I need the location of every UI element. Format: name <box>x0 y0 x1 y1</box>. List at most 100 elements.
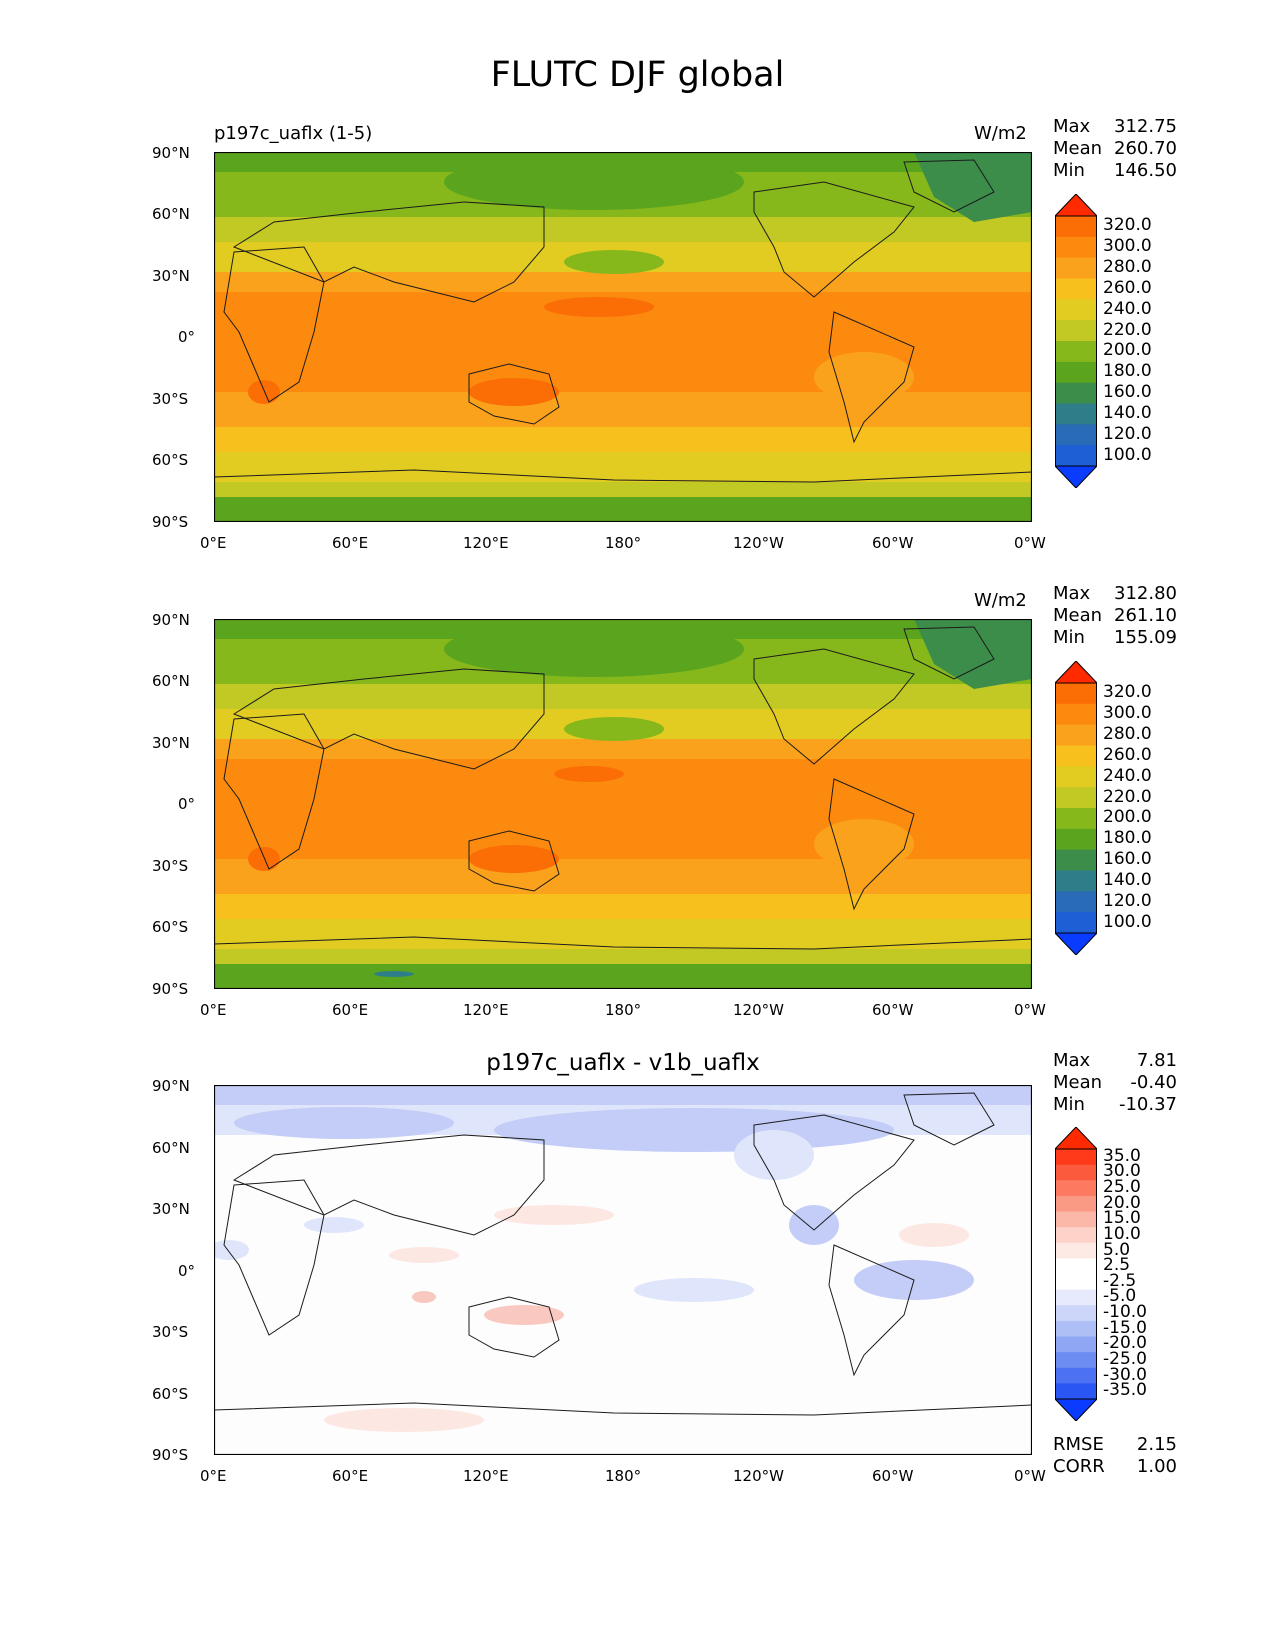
panel-3-colorbar-label: 5.0 <box>1103 1239 1131 1260</box>
panel-2-colorbar-segment <box>1055 683 1097 705</box>
panel-2-colorbar-label: 220.0 <box>1103 786 1152 807</box>
panel-2-xtick-180: 180° <box>605 1001 642 1019</box>
lat-band-45S <box>214 427 1032 452</box>
panel-3-colorbar-segment <box>1055 1242 1097 1259</box>
panel-2-colorbar-label: 100.0 <box>1103 911 1152 932</box>
panel-1-xtick-120E: 120°E <box>463 534 509 552</box>
panel-1-xtick-60W: 60°W <box>872 534 914 552</box>
panel-1-colorbar-segment <box>1055 236 1097 259</box>
panel-2-colorbar-label: 300.0 <box>1103 703 1152 724</box>
panel-1-ytick-30S: 30°S <box>152 390 189 408</box>
australia-warm-spot <box>469 378 559 406</box>
panel-1-colorbar-segment <box>1055 257 1097 279</box>
panel-2-coastlines <box>214 626 1032 950</box>
panel-2-xtick-0W: 0°W <box>1014 1001 1046 1019</box>
panel-3-map <box>214 1085 1032 1455</box>
panel-2-ytick-0: 0° <box>178 795 196 813</box>
panel-3-colorbar-label: -10.0 <box>1103 1302 1147 1323</box>
panel-2-colorbar <box>1055 661 1097 955</box>
panel-2-stat-max-value: 312.80 <box>1114 583 1177 604</box>
panel-1-stat-max-label: Max <box>1053 116 1091 137</box>
panel-3-colorbar-segment <box>1055 1305 1097 1322</box>
panel-1-colorbar-segment <box>1055 382 1097 404</box>
panel-3-xtick-180: 180° <box>605 1467 642 1485</box>
panel-2-map <box>214 619 1032 989</box>
panel-3-ytick-0: 0° <box>178 1262 196 1280</box>
panel-2-xtick-0E: 0°E <box>200 1001 227 1019</box>
panel-3-xtick-60E: 60°E <box>332 1467 369 1485</box>
lat-band-75S <box>214 482 1032 497</box>
panel-1-stat-min-value: 146.50 <box>1114 160 1177 181</box>
panel-2-colorbar-label: 240.0 <box>1103 765 1152 786</box>
panel-3-stat-max-value: 7.81 <box>1136 1050 1177 1071</box>
panel-1-stat-mean-value: 260.70 <box>1114 138 1177 159</box>
panel-1-ytick-90S: 90°S <box>152 513 189 531</box>
panel-2-colorbar-label: 260.0 <box>1103 744 1152 765</box>
panel-1-colorbar-label: 280.0 <box>1103 257 1152 278</box>
panel-2-colorbar-label: 320.0 <box>1103 682 1152 703</box>
panel-2-ytick-60N: 60°N <box>152 672 190 690</box>
panel-2-colorbar-segment <box>1055 808 1097 830</box>
panel-3-colorbar-label: -25.0 <box>1103 1348 1147 1369</box>
panel-1-colorbar-label: 240.0 <box>1103 298 1152 319</box>
panel-2-colorbar-segment <box>1055 724 1097 746</box>
panel-2-stat-min-value: 155.09 <box>1114 627 1177 648</box>
panel-1-ytick-60N: 60°N <box>152 205 190 223</box>
panel-3-colorbar-label: -5.0 <box>1103 1286 1137 1307</box>
panel-3-colorbar-segment <box>1055 1320 1097 1337</box>
panel-1-xtick-60E: 60°E <box>332 534 369 552</box>
panel-2-colorbar-segment <box>1055 870 1097 892</box>
panel-2-units: W/m2 <box>974 590 1027 611</box>
panel-2-ytick-30S: 30°S <box>152 857 189 875</box>
panel-1-colorbar-label: 180.0 <box>1103 361 1152 382</box>
siberia-region <box>444 154 744 210</box>
panel-2-xtick-120E: 120°E <box>463 1001 509 1019</box>
panel-1-colorbar-segment <box>1055 341 1097 363</box>
panel-3-colorbar-label: 15.0 <box>1103 1208 1141 1229</box>
panel-1-colorbar-segment <box>1055 445 1097 467</box>
panel-1-xtick-180: 180° <box>605 534 642 552</box>
pacific-warm-spot <box>544 297 654 317</box>
panel-3-colorbar-segment <box>1055 1149 1097 1166</box>
panel-3-stat-max-label: Max <box>1053 1050 1091 1071</box>
antarctica-coast <box>214 469 1032 483</box>
panel-3-colorbar-label: 10.0 <box>1103 1223 1141 1244</box>
panel-2-colorbar-segment <box>1055 766 1097 788</box>
panel-1-ytick-30N: 30°N <box>152 267 190 285</box>
north-america-coast <box>753 181 915 298</box>
panel-2-stat-mean-value: 261.10 <box>1114 605 1177 626</box>
panel-1-colorbar-label: 220.0 <box>1103 319 1152 340</box>
panel-1-colorbar-segment <box>1055 278 1097 300</box>
panel-3-xtick-0E: 0°E <box>200 1467 227 1485</box>
panel-3-colorbar-segment <box>1055 1383 1097 1400</box>
panel-2-colorbar-segment <box>1055 703 1097 726</box>
panel-1-colorbar-label: 300.0 <box>1103 236 1152 257</box>
panel-3-colorbar-high-extend <box>1055 1127 1097 1150</box>
panel-3-stat-min-label: Min <box>1053 1094 1085 1115</box>
panel-3-colorbar-label: -2.5 <box>1103 1270 1137 1291</box>
panel-2-colorbar-label: 200.0 <box>1103 807 1152 828</box>
panel-3-ytick-30S: 30°S <box>152 1323 189 1341</box>
panel-3-stat-min-value: -10.37 <box>1118 1094 1177 1115</box>
panel-1-colorbar-label: 320.0 <box>1103 215 1152 236</box>
panel-2-ytick-30N: 30°N <box>152 734 190 752</box>
eurasia-coast <box>232 201 545 303</box>
panel-1-colorbar-label: 140.0 <box>1103 402 1152 423</box>
panel-3-xtick-120E: 120°E <box>463 1467 509 1485</box>
south-america-coast <box>828 311 915 444</box>
panel-1-colorbar-segment <box>1055 216 1097 238</box>
panel-3-ytick-60N: 60°N <box>152 1139 190 1157</box>
panel-1-colorbar-label: 260.0 <box>1103 277 1152 298</box>
panel-2-colorbar-label: 280.0 <box>1103 724 1152 745</box>
panel-1-colorbar-high-extend <box>1055 194 1097 217</box>
panel-2-stat-min-label: Min <box>1053 627 1085 648</box>
panel-1-stat-min-label: Min <box>1053 160 1085 181</box>
panel-3-ytick-90N: 90°N <box>152 1077 190 1095</box>
panel-3-colorbar-label: -20.0 <box>1103 1333 1147 1354</box>
panel-1-colorbar-low-extend <box>1055 465 1097 488</box>
panel-2-colorbar-label: 160.0 <box>1103 849 1152 870</box>
panel-1-xtick-0E: 0°E <box>200 534 227 552</box>
panel-3-corr-value: 1.00 <box>1136 1456 1177 1477</box>
lat-band-55N <box>214 217 1032 242</box>
panel-3-xtick-0W: 0°W <box>1014 1467 1046 1485</box>
